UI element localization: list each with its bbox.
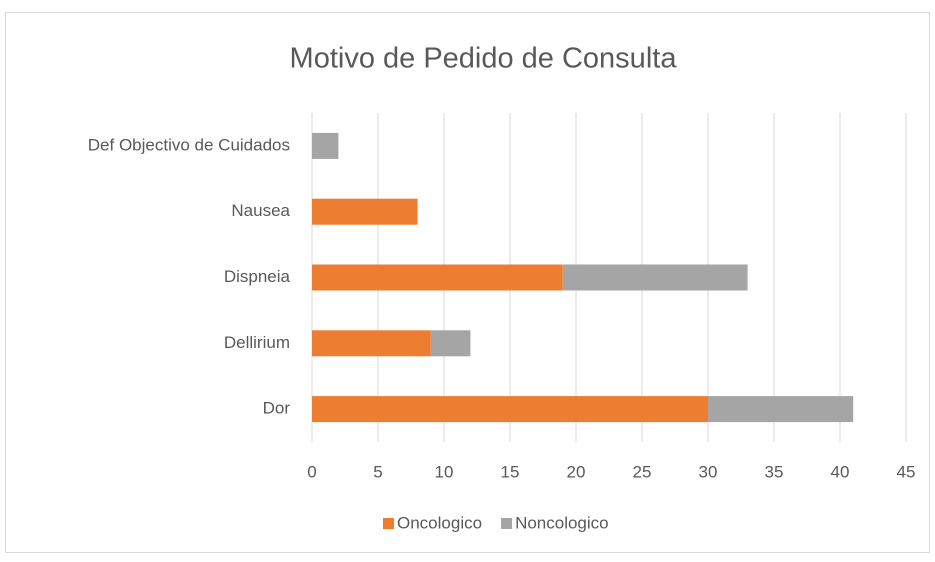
x-tick-label: 15 <box>501 462 520 481</box>
bar <box>562 264 748 291</box>
y-tick-label: Dispneia <box>224 267 291 286</box>
x-tick-label: 5 <box>373 462 382 481</box>
chart-title: Motivo de Pedido de Consulta <box>290 43 678 75</box>
bar <box>312 330 431 357</box>
bar <box>312 132 339 159</box>
x-tick-label: 30 <box>699 462 718 481</box>
bar <box>312 198 418 225</box>
x-tick-label: 45 <box>897 462 916 481</box>
legend-swatch <box>501 518 513 529</box>
x-tick-label: 35 <box>765 462 784 481</box>
y-tick-label: Nausea <box>231 201 290 220</box>
legend-swatch <box>383 518 394 529</box>
x-tick-label: 20 <box>567 462 586 481</box>
y-tick-label: Def Objectivo de Cuidados <box>88 135 290 154</box>
bar <box>312 264 563 291</box>
bar <box>430 330 471 357</box>
x-tick-label: 10 <box>435 462 454 481</box>
x-tick-label: 40 <box>831 462 850 481</box>
bar <box>312 396 708 423</box>
legend-label: Noncologico <box>515 513 609 532</box>
y-tick-label: Dellirium <box>224 333 290 352</box>
x-tick-label: 0 <box>307 462 316 481</box>
bar <box>708 396 854 423</box>
y-tick-label: Dor <box>263 399 291 418</box>
x-tick-label: 25 <box>633 462 652 481</box>
legend-label: Oncologico <box>397 513 482 532</box>
